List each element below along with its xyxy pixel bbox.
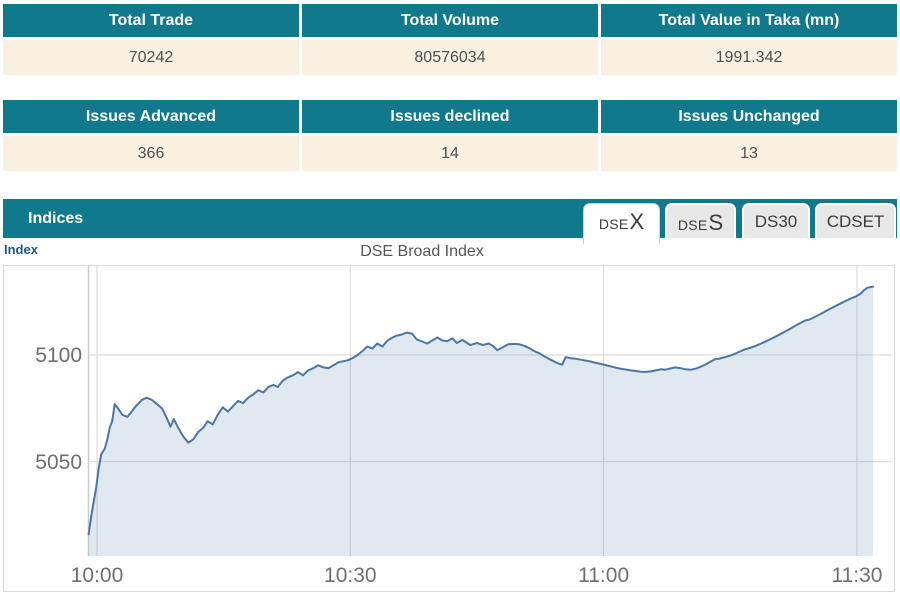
- svg-text:11:30: 11:30: [831, 564, 882, 587]
- column-header: Issues Advanced: [3, 100, 299, 133]
- tab-dses[interactable]: DSE S: [665, 203, 736, 238]
- issues-advanced-value: 366: [3, 136, 299, 171]
- tab-label: DS30: [754, 212, 798, 231]
- total-volume-value: 80576034: [302, 40, 598, 75]
- svg-text:10:00: 10:00: [71, 564, 124, 587]
- index-chart[interactable]: 5100 5050 10:00 10:30 11:00 11:30: [3, 265, 895, 592]
- chart-title: DSE Broad Index: [360, 243, 484, 260]
- tab-label: DSE: [677, 217, 708, 233]
- tab-dsex[interactable]: DSE X: [583, 203, 660, 244]
- tab-label: DSE: [598, 216, 629, 232]
- issues-declined-value: 14: [302, 136, 598, 171]
- trade-summary-table: Total Trade Total Volume Total Value in …: [3, 4, 897, 75]
- tab-label: CDSET: [826, 212, 885, 231]
- total-trade-value: 70242: [3, 40, 299, 75]
- svg-text:11:00: 11:00: [578, 564, 629, 587]
- tab-label: X: [629, 209, 645, 234]
- y-axis-title: Index: [4, 242, 38, 257]
- panel-title: Indices: [28, 210, 84, 227]
- issues-unchanged-value: 13: [601, 136, 897, 171]
- tab-label: S: [708, 210, 724, 235]
- svg-text:5050: 5050: [35, 451, 82, 474]
- column-header: Issues Unchanged: [601, 100, 897, 133]
- dse-broad-index-area-chart[interactable]: 5100 5050 10:00 10:30 11:00 11:30: [4, 266, 894, 591]
- column-header: Total Value in Taka (mn): [601, 4, 897, 37]
- issues-summary-table: Issues Advanced Issues declined Issues U…: [3, 100, 897, 171]
- tab-cdset[interactable]: CDSET: [815, 203, 896, 238]
- svg-text:5100: 5100: [35, 344, 82, 367]
- column-header: Total Trade: [3, 4, 299, 37]
- column-header: Issues declined: [302, 100, 598, 133]
- total-taka-value: 1991.342: [601, 40, 897, 75]
- tab-ds30[interactable]: DS30: [742, 203, 810, 238]
- column-header: Total Volume: [302, 4, 598, 37]
- svg-text:10:30: 10:30: [324, 564, 377, 587]
